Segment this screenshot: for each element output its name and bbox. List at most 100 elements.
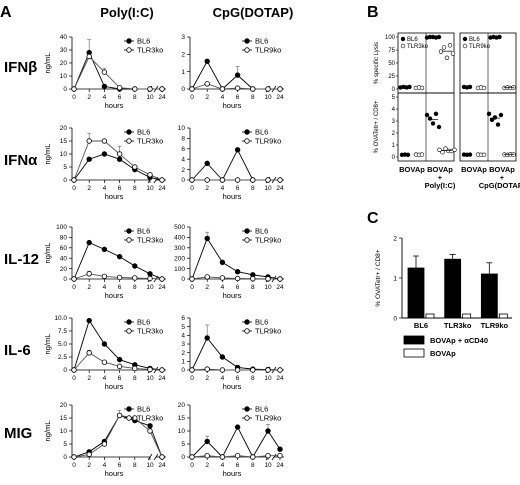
y-tick-label: 2 bbox=[392, 131, 396, 137]
legend-marker bbox=[244, 129, 250, 135]
y-tick-label: 10 bbox=[178, 125, 186, 132]
data-point-TLR3ko bbox=[147, 366, 153, 373]
x-tick-label: 0 bbox=[190, 284, 194, 291]
data-point-TLR9ko bbox=[277, 367, 283, 373]
x-tick-label: 6 bbox=[236, 185, 240, 192]
y-tick-label: 30 bbox=[60, 47, 68, 54]
y-tick-label: 40 bbox=[60, 34, 68, 41]
x-tick-label: 10 bbox=[264, 375, 272, 382]
data-point-TLR3ko bbox=[71, 367, 77, 373]
bar-TLR3ko bbox=[462, 313, 472, 319]
data-point-TLR9ko bbox=[265, 367, 271, 373]
data-point-TLR3ko bbox=[116, 363, 123, 370]
data-point-TLR3ko bbox=[86, 271, 92, 277]
data-point-TLR3ko bbox=[159, 454, 165, 460]
y-tick-label: 0 bbox=[181, 86, 185, 93]
data-point-BL6 bbox=[101, 83, 108, 90]
y-tick-label: 400 bbox=[174, 235, 185, 242]
x-tick-label: 0 bbox=[190, 375, 194, 382]
x-tick-label: 2 bbox=[87, 94, 91, 101]
x-tick-label: 4 bbox=[221, 462, 225, 469]
data-point-TLR3ko bbox=[86, 138, 92, 144]
data-point-TLR9ko bbox=[219, 177, 226, 183]
legend-label-TLR9ko: TLR9ko bbox=[255, 414, 281, 423]
dot-BL6 bbox=[498, 112, 504, 118]
y-tick-label: 7.5 bbox=[58, 328, 67, 335]
x-tick-label: 6 bbox=[118, 375, 122, 382]
legend-label-TLR9ko: TLR9ko bbox=[469, 44, 491, 50]
x-axis-label: hours bbox=[223, 382, 242, 391]
data-point-TLR3ko bbox=[159, 276, 165, 282]
legend-label-TLR9ko: TLR9ko bbox=[255, 327, 281, 336]
legend-label-TLR3ko: TLR3ko bbox=[137, 414, 163, 423]
dot-BL6 bbox=[424, 112, 430, 118]
x-tick-label: 10 bbox=[146, 462, 154, 469]
legend-label-BL6: BL6 bbox=[255, 128, 268, 137]
y-tick-label: 3 bbox=[392, 119, 396, 125]
y-tick-label: 0 bbox=[392, 155, 396, 161]
data-point-BL6 bbox=[86, 317, 92, 324]
x-tick-label: 0 bbox=[72, 94, 76, 101]
data-point-TLR9ko bbox=[204, 366, 210, 372]
legend-label-BL6: BL6 bbox=[255, 405, 268, 414]
data-point-TLR9ko bbox=[234, 177, 241, 183]
x-tick-label: 6 bbox=[236, 94, 240, 101]
legend-label-TLR9ko: TLR9ko bbox=[255, 137, 281, 146]
x-tick-label: 10 bbox=[146, 284, 154, 291]
x-category-label: BL6 bbox=[414, 321, 428, 330]
y-tick-label: 10 bbox=[60, 73, 68, 80]
y-axis-label: ng/mL bbox=[43, 144, 52, 165]
x-tick-label: 24 bbox=[158, 375, 166, 382]
legend-marker bbox=[126, 228, 132, 234]
data-point-TLR9ko bbox=[204, 274, 210, 280]
legend-marker bbox=[244, 328, 250, 334]
data-point-BL6 bbox=[147, 271, 153, 277]
legend-marker bbox=[244, 228, 250, 234]
x-tick-label: 8 bbox=[133, 375, 137, 382]
data-point-TLR3ko bbox=[159, 86, 165, 92]
cytokine-label-mig: MIG bbox=[4, 425, 32, 442]
legend-label: BOVAp bbox=[430, 349, 456, 358]
series-line-BL6 bbox=[191, 337, 281, 371]
x-tick-label: 24 bbox=[276, 94, 284, 101]
data-point-TLR9ko bbox=[219, 86, 226, 92]
data-point-TLR3ko bbox=[132, 275, 138, 281]
x-tick-label: 4 bbox=[221, 284, 225, 291]
legend-label-TLR3ko: TLR3ko bbox=[137, 236, 163, 245]
x-tick-label: 2 bbox=[205, 185, 209, 192]
y-tick-label: 3 bbox=[181, 341, 185, 348]
y-tick-label: 5.0 bbox=[58, 341, 67, 348]
data-point-TLR3ko bbox=[71, 86, 77, 92]
legend-marker bbox=[126, 138, 132, 144]
y-tick-label: 20 bbox=[60, 266, 68, 273]
y-tick-label: 6 bbox=[181, 315, 185, 322]
data-point-TLR3ko bbox=[132, 164, 138, 170]
panel-label-c: C bbox=[367, 210, 379, 227]
x-tick-label: 24 bbox=[276, 284, 284, 291]
y-tick-label: 0 bbox=[63, 177, 67, 184]
x-axis-label: hours bbox=[105, 382, 124, 391]
x-tick-label: 0 bbox=[72, 185, 76, 192]
dot-TLR3ko bbox=[438, 49, 444, 54]
x-tick-label: 6 bbox=[118, 462, 122, 469]
x-tick-label: 6 bbox=[118, 185, 122, 192]
data-point-TLR3ko bbox=[101, 69, 108, 75]
x-tick-label: 2 bbox=[205, 284, 209, 291]
y-axis-label: ng/mL bbox=[43, 243, 52, 264]
b-category-label: BOVAp bbox=[489, 165, 515, 174]
legend-label-TLR3ko: TLR3ko bbox=[407, 44, 429, 50]
b-category-label: CpG(DOTAP) bbox=[479, 181, 520, 190]
data-point-TLR3ko bbox=[86, 350, 92, 356]
legend-label-BL6: BL6 bbox=[469, 37, 480, 43]
y-tick-label: 5 bbox=[63, 441, 67, 448]
x-tick-label: 8 bbox=[251, 185, 255, 192]
data-point-TLR9ko bbox=[204, 453, 210, 459]
x-tick-label: 8 bbox=[251, 94, 255, 101]
legend-marker bbox=[244, 406, 250, 412]
y-tick-label: 1 bbox=[181, 359, 185, 366]
y-tick-label: 0 bbox=[392, 87, 396, 93]
y-tick-label: 2 bbox=[181, 350, 185, 357]
x-tick-label: 0 bbox=[72, 375, 76, 382]
